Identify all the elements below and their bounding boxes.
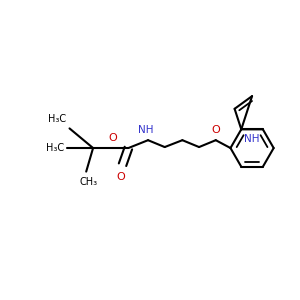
Text: O: O <box>212 125 220 135</box>
Text: O: O <box>108 133 117 143</box>
Text: H₃C: H₃C <box>46 143 64 153</box>
Text: H₃C: H₃C <box>48 115 67 124</box>
Text: NH: NH <box>138 125 154 135</box>
Text: CH₃: CH₃ <box>79 176 97 187</box>
Text: O: O <box>116 172 125 182</box>
Text: NH: NH <box>244 134 260 144</box>
